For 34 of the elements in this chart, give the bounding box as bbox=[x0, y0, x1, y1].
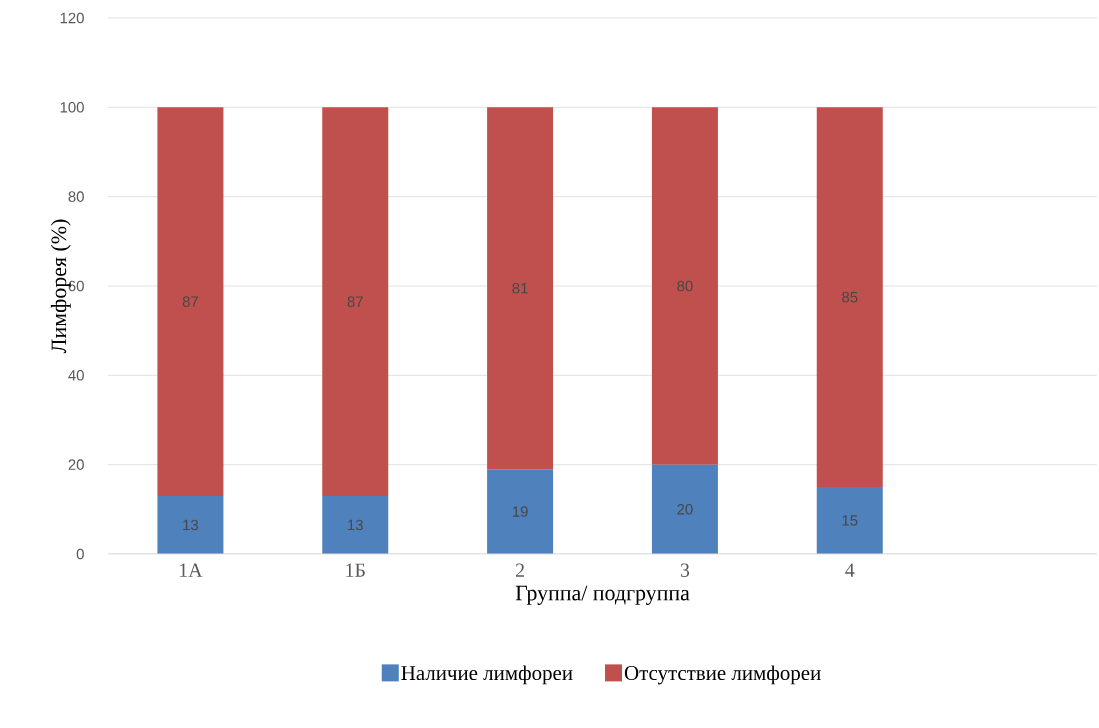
data-label: 15 bbox=[842, 515, 858, 526]
data-label: 81 bbox=[512, 282, 528, 294]
y-tick-label: 80 bbox=[68, 191, 84, 202]
data-label: 87 bbox=[182, 296, 198, 307]
y-tick-label: 100 bbox=[60, 102, 84, 113]
bar bbox=[816, 107, 883, 487]
data-label: 87 bbox=[347, 296, 363, 307]
data-label: 13 bbox=[183, 519, 199, 531]
bar bbox=[487, 107, 554, 470]
x-axis-title: Группа/ подгруппа bbox=[515, 585, 690, 605]
data-label: 20 bbox=[677, 504, 693, 515]
y-tick-label: 0 bbox=[76, 548, 84, 560]
y-tick-label: 120 bbox=[60, 12, 84, 24]
bar bbox=[322, 107, 389, 496]
bar bbox=[651, 107, 718, 465]
x-tick-label: 4 bbox=[845, 563, 855, 577]
bar bbox=[157, 107, 224, 496]
bar bbox=[487, 469, 554, 554]
data-label: 85 bbox=[842, 291, 858, 303]
x-tick-label: 3 bbox=[680, 563, 690, 577]
legend-label: Наличие лимфореи bbox=[401, 665, 573, 685]
bar bbox=[322, 495, 389, 554]
y-tick-label: 20 bbox=[68, 459, 84, 470]
y-tick-label: 40 bbox=[68, 370, 84, 381]
legend-label: Отсутствие лимфореи bbox=[624, 665, 821, 685]
x-tick-label: 1Б bbox=[346, 563, 365, 577]
data-label: 19 bbox=[512, 506, 528, 517]
bar bbox=[157, 495, 224, 554]
bar bbox=[816, 487, 883, 554]
bar bbox=[651, 464, 718, 554]
x-tick-label: 1А bbox=[179, 563, 203, 577]
x-tick-label: 2 bbox=[515, 563, 524, 577]
data-label: 80 bbox=[677, 280, 693, 292]
data-label: 13 bbox=[348, 519, 363, 531]
